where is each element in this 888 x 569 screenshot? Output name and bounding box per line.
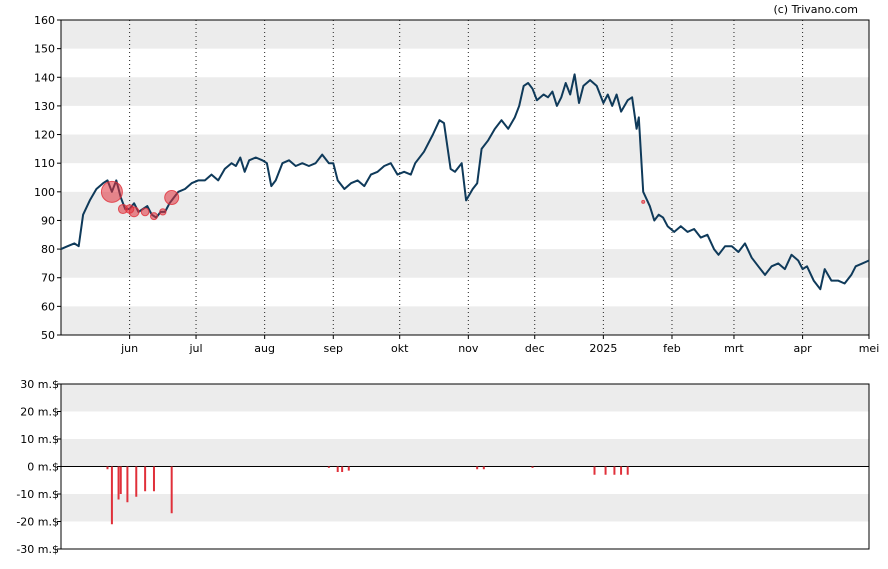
x-tick-label: jul [188,342,202,355]
price-series-line [60,73,870,291]
x-tick-label: sep [324,342,343,355]
price-y-tick-label: 110 [34,157,55,170]
x-tick-label: jun [120,342,138,355]
price-y-tick-label: 100 [34,186,55,199]
flow-grid-band [61,494,869,522]
flow-y-tick-label: -20 m.$ [16,516,59,529]
flow-y-tick-label: 20 m.$ [20,406,59,419]
transaction-marker [100,180,123,203]
flow-grid-band [61,439,869,467]
x-tick-label: feb [663,342,681,355]
x-tick-label: mrt [724,342,744,355]
flow-y-tick-label: 30 m.$ [20,378,59,391]
transaction-marker [164,190,180,206]
price-y-tick-label: 140 [34,71,55,84]
price-y-tick-label: 90 [41,214,55,227]
price-y-tick-label: 50 [41,329,55,342]
flow-y-tick-label: 0 m.$ [27,461,59,474]
flow-grid-band [61,384,869,412]
price-grid-band [61,306,869,335]
flow-y-tick-label: -30 m.$ [16,543,59,556]
x-tick-label: dec [525,342,545,355]
flow-y-tick-label: -10 m.$ [16,488,59,501]
x-tick-label: nov [458,342,479,355]
price-y-tick-label: 120 [34,129,55,142]
price-y-tick-label: 60 [41,300,55,313]
flow-y-tick-label: 10 m.$ [20,433,59,446]
price-plot-frame [60,19,870,336]
price-y-tick-label: 130 [34,100,55,113]
transaction-marker [641,199,646,204]
transaction-marker [149,212,158,221]
credit-label: (c) Trivano.com [773,3,858,16]
x-tick-label: 2025 [589,342,617,355]
price-y-tick-label: 80 [41,243,55,256]
price-grid-band [61,134,869,164]
price-y-tick-label: 70 [41,272,55,285]
price-y-tick-label: 150 [34,43,55,56]
x-tick-label: mei [859,342,880,355]
transaction-marker [128,206,140,218]
transaction-marker [159,208,167,216]
x-tick-label: okt [391,342,409,355]
x-tick-label: apr [793,342,812,355]
price-y-tick-label: 160 [34,14,55,27]
price-grid-band [61,249,869,278]
price-grid-band [61,77,869,106]
x-tick-label: aug [254,342,275,355]
price-grid-band [61,20,869,49]
transaction-marker [140,207,150,217]
